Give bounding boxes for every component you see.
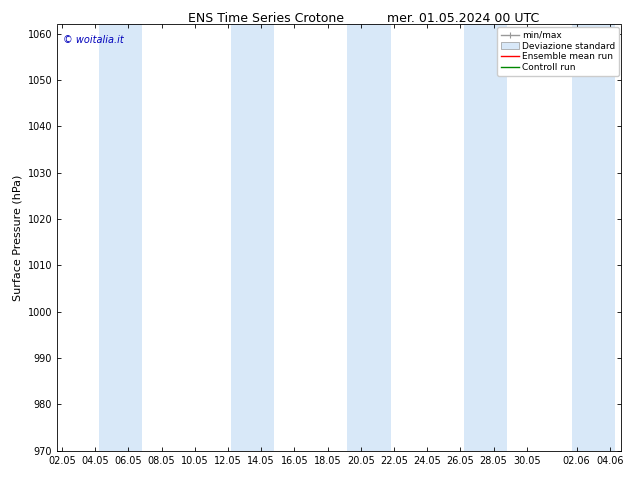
Bar — [463, 24, 507, 451]
Text: © woitalia.it: © woitalia.it — [63, 35, 124, 45]
Bar — [571, 24, 615, 451]
Text: mer. 01.05.2024 00 UTC: mer. 01.05.2024 00 UTC — [387, 12, 539, 25]
Bar — [231, 24, 275, 451]
Y-axis label: Surface Pressure (hPa): Surface Pressure (hPa) — [12, 174, 22, 301]
Bar — [98, 24, 141, 451]
Legend: min/max, Deviazione standard, Ensemble mean run, Controll run: min/max, Deviazione standard, Ensemble m… — [498, 27, 619, 76]
Bar — [347, 24, 391, 451]
Text: ENS Time Series Crotone: ENS Time Series Crotone — [188, 12, 344, 25]
